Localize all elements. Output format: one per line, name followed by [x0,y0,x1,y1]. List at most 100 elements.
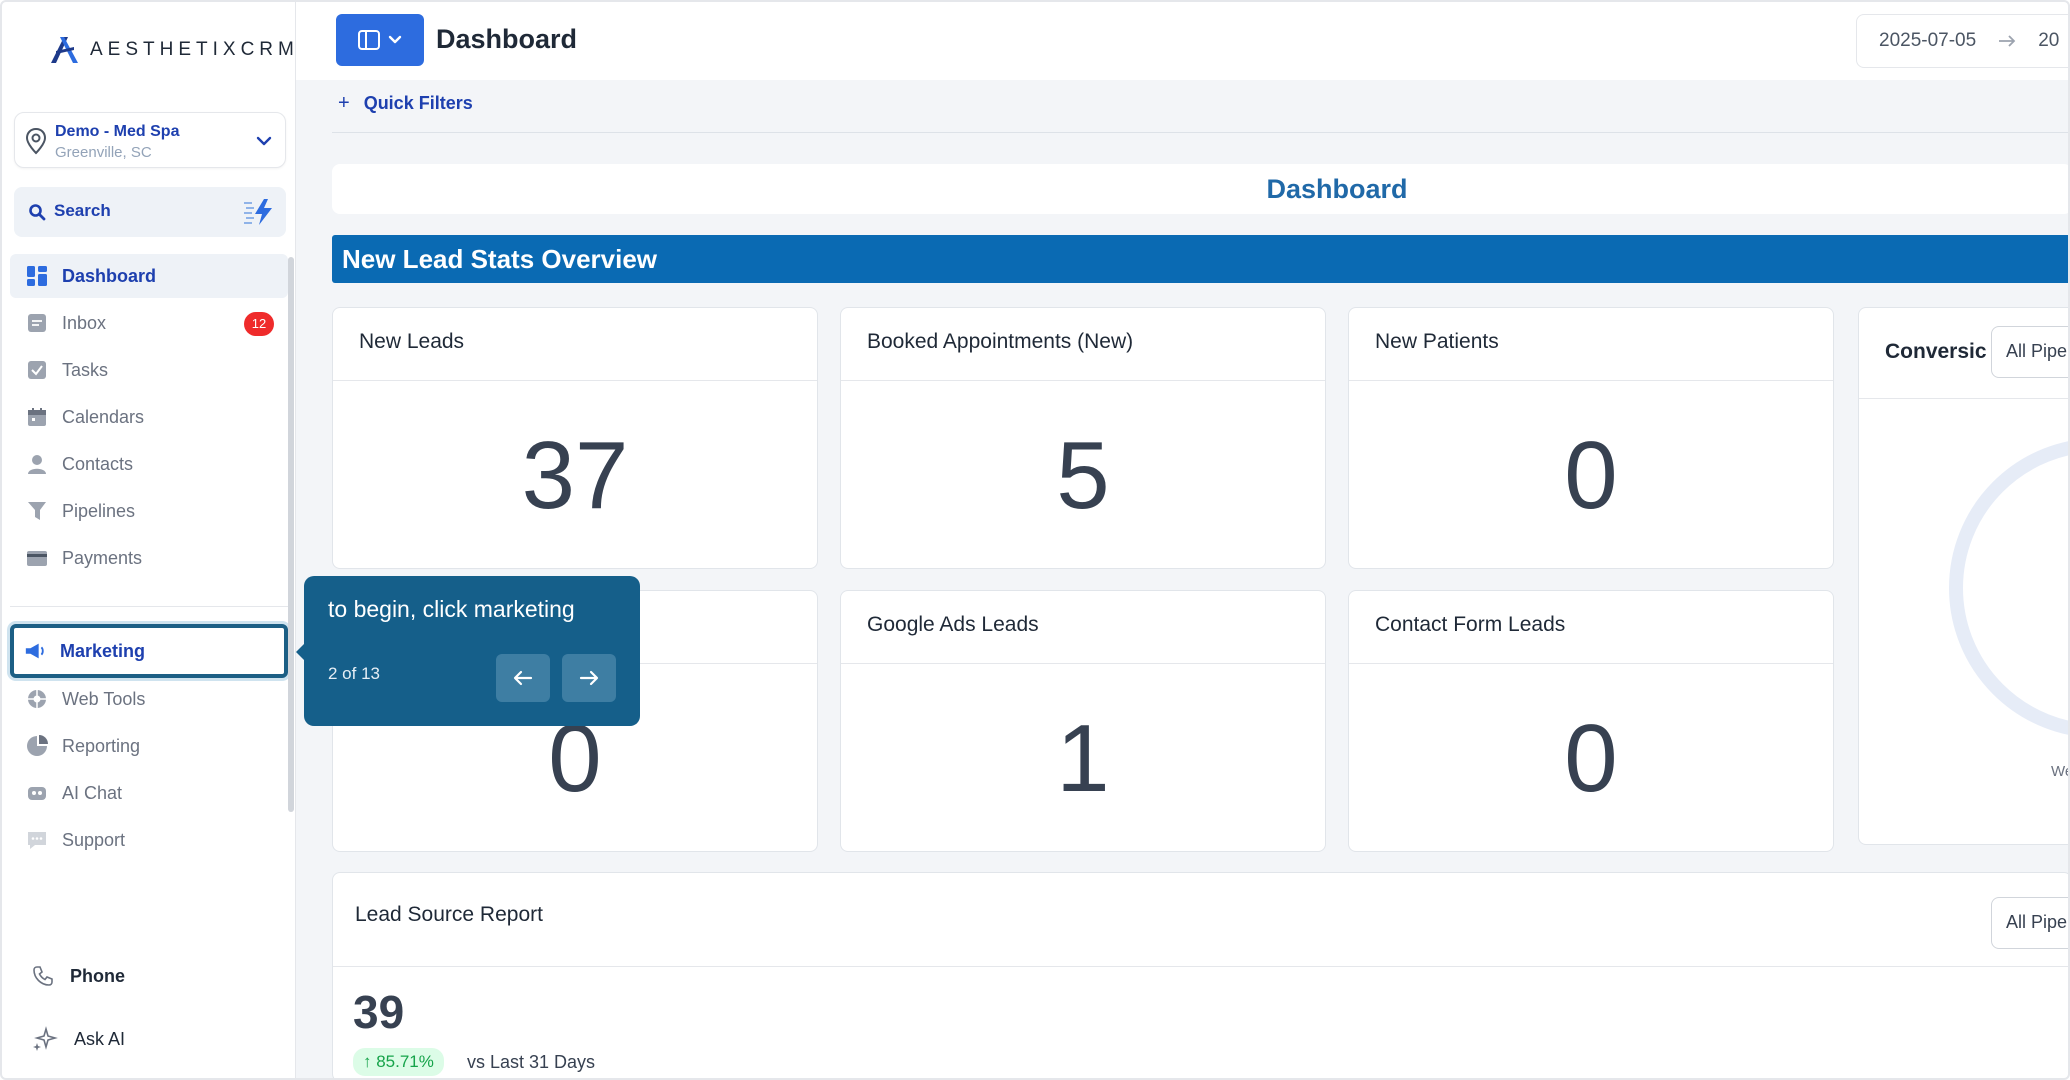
conversion-donut [1949,438,2068,738]
phone-label: Phone [70,965,126,986]
sidebar-item-label: Payments [62,547,143,568]
lead-source-report: Lead Source Report All Pipe 39 ↑ 85.71% … [332,872,2068,1078]
chevron-down-icon [256,136,272,146]
tour-next-button[interactable] [562,654,616,702]
sidebar-item-tasks[interactable]: Tasks [10,348,288,392]
sidebar-item-support[interactable]: Support [10,818,288,862]
stat-card-contact-form-leads[interactable]: Contact Form Leads 0 [1348,590,1834,852]
card-divider [1349,380,1833,381]
sidebar-item-label: Support [62,829,126,850]
sidebar-item-label: Marketing [60,640,146,661]
support-icon [26,829,48,851]
ask-ai-label: Ask AI [74,1028,126,1049]
lead-source-total: 39 [353,986,405,1038]
phone-button[interactable]: Phone [32,961,125,991]
sidebar-item-label: Reporting [62,735,141,756]
dashboard-header: Dashboard [332,164,2068,214]
sidebar-divider [10,606,288,607]
tour-tooltip: to begin, click marketing 2 of 13 [296,576,640,726]
sidebar-item-label: Tasks [62,359,109,380]
pipelines-icon [26,500,48,522]
comparison-label: vs Last 31 Days [467,1052,596,1072]
location-city: Greenville, SC [55,144,152,161]
stat-card-new-leads[interactable]: New Leads 37 [332,307,818,569]
main-content: + Quick Filters Dashboard New Lead Stats… [296,80,2068,1078]
web-tools-icon [26,688,48,710]
card-divider [1349,663,1833,664]
date-range-picker[interactable]: 2025-07-05 20 [1856,14,2070,68]
location-name: Demo - Med Spa [55,123,180,140]
stat-card-value: 5 [1056,422,1110,529]
sidebar-item-label: Dashboard [62,265,157,286]
sidebar-item-inbox[interactable]: Inbox 12 [10,301,288,345]
sidebar-item-pipelines[interactable]: Pipelines [10,489,288,533]
filters-divider [332,132,2068,133]
tour-prev-button[interactable] [496,654,550,702]
sidebar-item-reporting[interactable]: Reporting [10,724,288,768]
stat-card-new-patients[interactable]: New Patients 0 [1348,307,1834,569]
sidebar-item-dashboard[interactable]: Dashboard [10,254,288,298]
change-badge: ↑ 85.71% [353,1048,444,1076]
tooltip-message: to begin, click marketing [328,596,575,622]
search-button[interactable]: Search [14,187,286,237]
tooltip-pointer [296,644,304,660]
stat-card-value: 0 [1564,705,1618,812]
contacts-icon [26,453,48,475]
tasks-icon [26,359,48,381]
phone-icon [33,966,53,986]
sidebar-item-label: Inbox [62,312,107,333]
card-divider [841,663,1325,664]
date-end: 20 [2038,30,2060,51]
sidebar-item-payments[interactable]: Payments [10,536,288,580]
stat-card-booked-appointments[interactable]: Booked Appointments (New) 5 [840,307,1326,569]
quick-filters-button[interactable]: + Quick Filters [338,92,473,115]
dashboard-icon [26,265,48,287]
megaphone-icon [24,640,46,662]
stat-card-google-ads-leads[interactable]: Google Ads Leads 1 [840,590,1326,852]
location-selector[interactable]: Demo - Med Spa Greenville, SC [14,112,286,168]
sidebar: AESTHETIXCRM Demo - Med Spa Greenville, … [2,2,296,1078]
sidebar-item-label: Pipelines [62,500,136,521]
app-logo[interactable]: AESTHETIXCRM [48,30,299,70]
inbox-icon [26,312,48,334]
sidebar-scrollbar[interactable] [288,257,294,812]
sparkle-icon [33,1026,58,1051]
chevron-down-icon [388,35,402,44]
tooltip-step-counter: 2 of 13 [328,664,380,683]
quick-filters-label: Quick Filters [363,93,473,113]
sidebar-item-web-tools[interactable]: Web Tools [10,677,288,721]
card-divider [1859,398,2068,399]
section-title: New Lead Stats Overview [342,244,658,274]
logo-text: AESTHETIXCRM [90,39,299,60]
sidebar-item-ai-chat[interactable]: AI Chat [10,771,288,815]
pipeline-select[interactable]: All Pipe [1991,897,2068,949]
stat-card-title: Booked Appointments (New) [867,330,1134,353]
stat-card-value: 1 [1056,705,1110,812]
pipeline-select-value: All Pipe [2006,912,2068,932]
sidebar-item-label: Calendars [62,406,145,427]
sidebar-item-label: AI Chat [62,782,123,803]
ask-ai-button[interactable]: Ask AI [32,1024,125,1054]
arrow-right-icon [1999,35,2016,47]
stat-card-title: New Leads [359,330,465,353]
date-start: 2025-07-05 [1879,30,1977,51]
search-icon [29,204,46,221]
pipeline-select-value: All Pipe [2006,341,2068,361]
sidebar-item-contacts[interactable]: Contacts [10,442,288,486]
pipeline-select[interactable]: All Pipe [1991,326,2068,378]
card-divider [333,380,817,381]
section-banner: New Lead Stats Overview [332,235,2068,283]
plus-icon: + [338,92,350,114]
quick-actions-bolt-icon[interactable] [242,198,276,226]
sidebar-item-label: Contacts [62,453,134,474]
inbox-unread-badge: 12 [244,312,274,336]
sidebar-item-calendars[interactable]: Calendars [10,395,288,439]
sidebar-item-marketing[interactable]: Marketing [10,624,288,678]
layout-toggle-button[interactable] [336,14,424,66]
lead-source-title: Lead Source Report [355,903,543,926]
stat-card-title: New Patients [1375,330,1499,353]
card-divider [841,380,1325,381]
page-title: Dashboard [436,24,578,54]
top-bar: Dashboard 2025-07-05 20 [296,2,2070,80]
stat-card-title: Google Ads Leads [867,613,1039,636]
